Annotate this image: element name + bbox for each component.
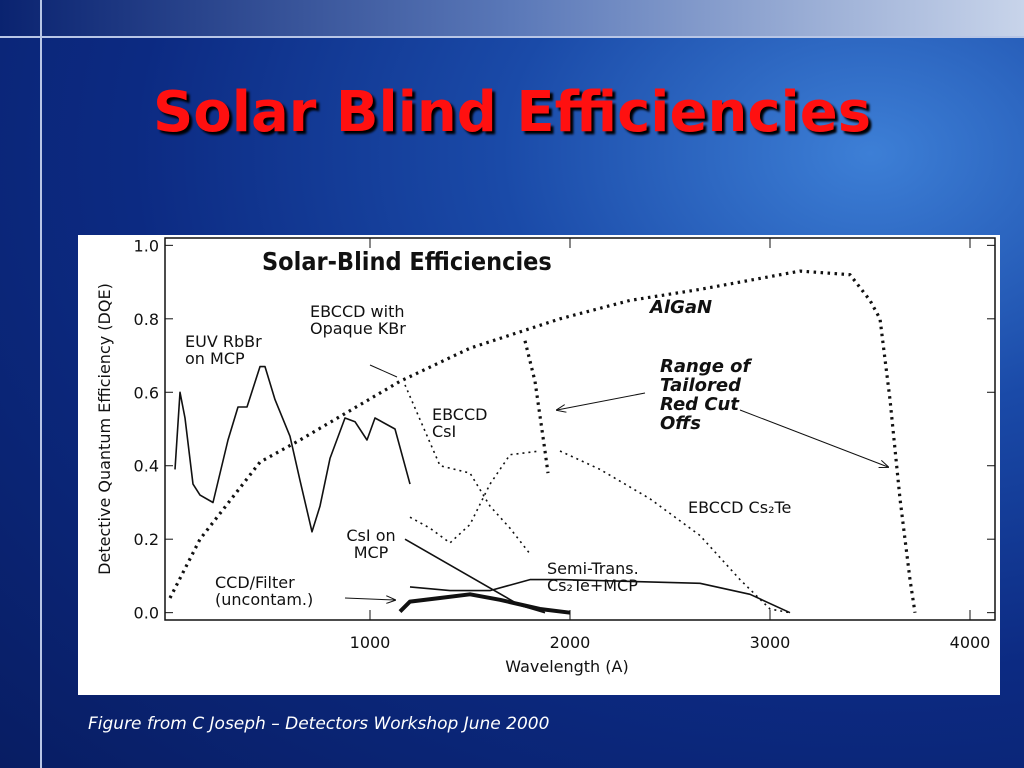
x-tick-label: 1000 (350, 633, 391, 652)
series-line (174, 365, 411, 533)
series-label: AlGaN (650, 297, 713, 318)
series-line (559, 450, 791, 614)
series-label: Semi-Trans. Cs₂Te+MCP (547, 559, 639, 595)
x-axis-label: Wavelength (A) (505, 657, 628, 676)
pointer-line (369, 364, 398, 378)
y-tick-label: 0.6 (134, 383, 159, 402)
x-tick-label: 3000 (750, 633, 791, 652)
pointer-arrow (739, 409, 888, 467)
decor-line (0, 36, 1024, 38)
series-line (168, 269, 917, 613)
series-label: EUV RbBr on MCP (185, 332, 262, 368)
chart-panel (78, 235, 1000, 695)
pointer-arrow (557, 392, 646, 410)
x-tick-label: 4000 (950, 633, 991, 652)
y-axis-label: Detective Quantum Efficiency (DQE) (95, 283, 114, 575)
series-label: EBCCD CsI (432, 405, 488, 441)
series-label: EBCCD with Opaque KBr (310, 302, 406, 338)
series-line (409, 578, 791, 614)
series-line (404, 384, 531, 555)
y-tick-label: 1.0 (134, 236, 159, 255)
series-label: CsI on MCP (346, 526, 396, 562)
chart-title: Solar-Blind Efficiencies (262, 247, 552, 276)
y-tick-label: 0.8 (134, 310, 159, 329)
caption: Figure from C Joseph – Detectors Worksho… (88, 714, 550, 734)
decor-line (40, 0, 42, 768)
y-tick-label: 0.2 (134, 530, 159, 549)
series-label: CCD/Filter (uncontam.) (215, 573, 314, 609)
decor-band (0, 0, 1024, 36)
annotation: Range of Tailored Red Cut Offs (660, 356, 751, 434)
series-line (409, 450, 541, 544)
series-label: EBCCD Cs₂Te (688, 498, 792, 517)
pointer-arrow (344, 598, 395, 600)
slide-title: Solar Blind Efficiencies (152, 80, 872, 145)
y-tick-label: 0.0 (134, 604, 159, 623)
series-line (523, 340, 550, 474)
plot-frame (164, 237, 996, 621)
x-tick-label: 2000 (550, 633, 591, 652)
y-tick-label: 0.4 (134, 457, 159, 476)
series-line (398, 592, 571, 615)
